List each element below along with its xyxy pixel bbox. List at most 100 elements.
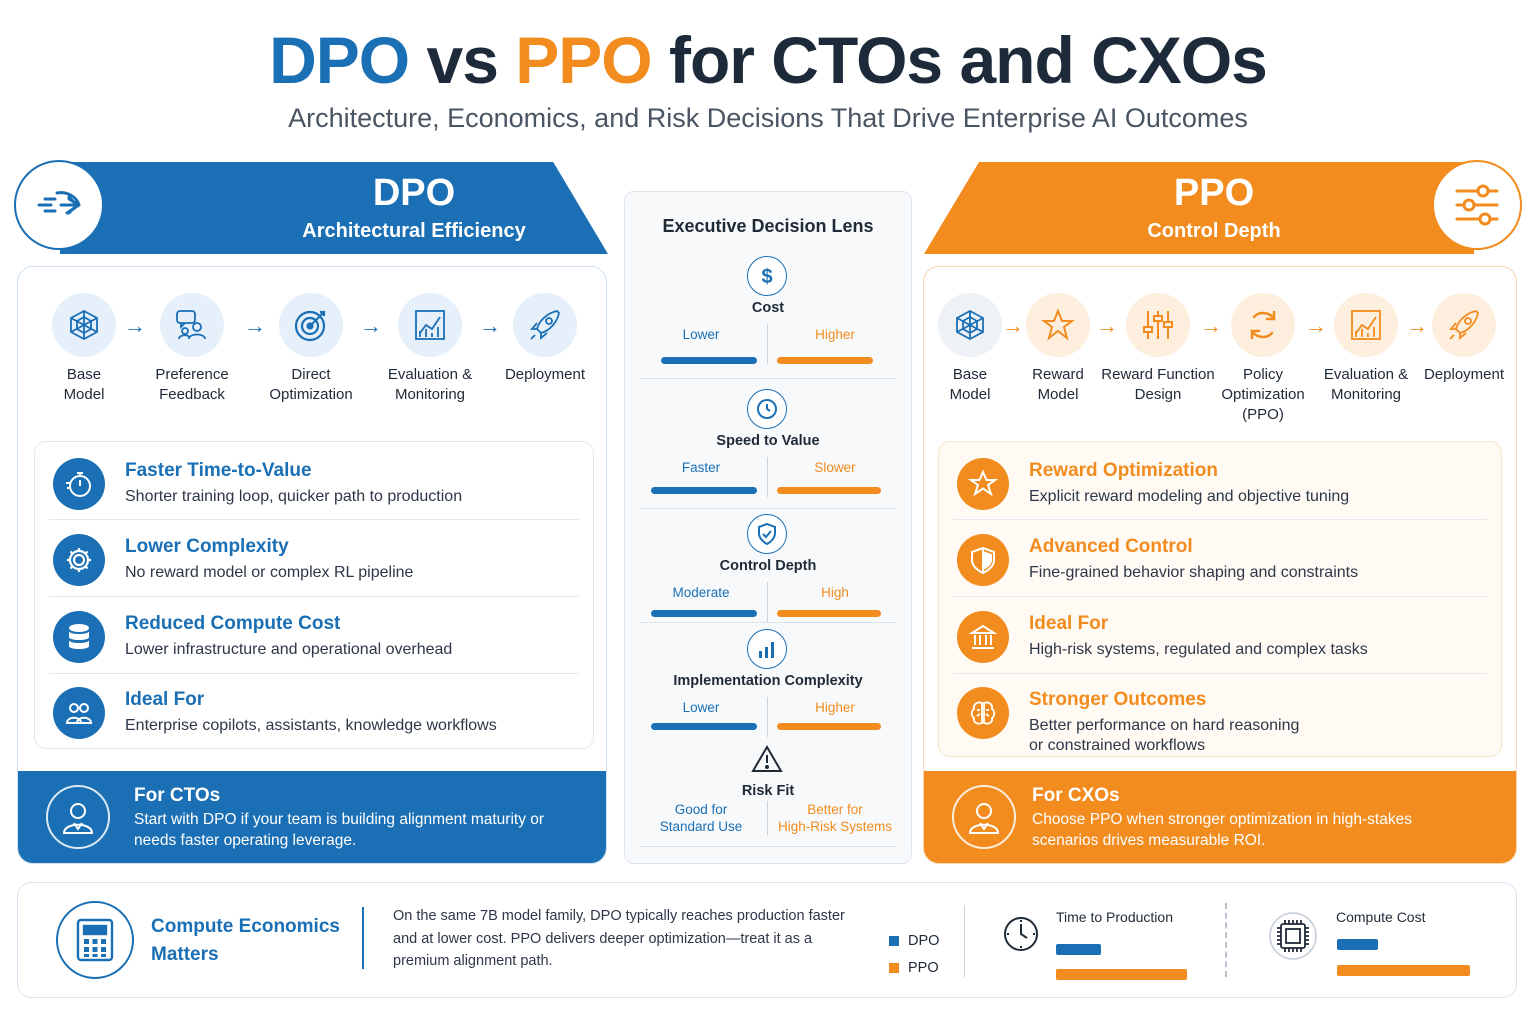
clock-icon	[747, 389, 787, 429]
person-icon	[46, 785, 110, 849]
chip-icon	[1268, 911, 1318, 961]
metric-name: Control Depth	[719, 558, 817, 574]
ppo-title: PPO	[1173, 172, 1255, 214]
list-item: Ideal For Enterprise copilots, assistant…	[35, 673, 593, 749]
metric-ppo-bar	[777, 357, 873, 364]
legend-label: PPO	[908, 959, 939, 976]
divider	[362, 907, 364, 969]
metric-dpo-bar	[651, 610, 757, 617]
divider	[953, 673, 1487, 674]
list-item: Stronger Outcomes Better performance on …	[939, 673, 1501, 754]
ppo-step-base-model: Base Model	[924, 293, 1030, 405]
arrow-right-icon: →	[479, 313, 501, 338]
dpo-panel: Base Model → Preference Feedback → Direc…	[17, 266, 607, 864]
comparison-label: Compute Cost	[1336, 909, 1426, 925]
calculator-icon	[56, 901, 134, 979]
stopwatch-icon	[53, 458, 105, 510]
flow-label: Base Model	[63, 366, 105, 403]
divider	[953, 519, 1487, 520]
chart-icon	[398, 293, 462, 357]
divider	[767, 457, 768, 497]
arrow-right-icon: →	[244, 313, 266, 338]
cube-network-icon	[52, 293, 116, 357]
divider	[639, 378, 897, 379]
arrow-right-icon: →	[1406, 313, 1428, 338]
flow-label: Direct Optimization	[269, 366, 353, 403]
legend-swatch	[889, 935, 899, 946]
divider	[767, 582, 768, 622]
shield-check-icon	[747, 514, 787, 554]
arrow-right-icon: →	[1200, 313, 1222, 338]
list-item: Ideal For High-risk systems, regulated a…	[939, 597, 1501, 673]
divider	[49, 519, 579, 520]
arrow-right-icon: →	[360, 313, 382, 338]
time-dpo-bar	[1056, 944, 1101, 955]
ppo-subtitle: Control Depth	[1147, 220, 1281, 242]
compute-economics-title: Compute Economics Matters	[151, 916, 340, 965]
dpo-subtitle: Architectural Efficiency	[302, 220, 526, 242]
executive-decision-lens: Executive Decision Lens $ Cost Lower Hig…	[624, 191, 912, 864]
flow-label: Deployment	[1423, 366, 1505, 383]
divider	[767, 801, 768, 835]
metric-ppo-value: Higher	[815, 327, 855, 342]
benefit-title: Advanced Control	[1029, 536, 1193, 557]
benefit-desc: Shorter training loop, quicker path to p…	[125, 488, 463, 505]
legend: DPO PPO	[889, 927, 939, 981]
lens-title: Executive Decision Lens	[662, 216, 874, 236]
legend-swatch	[889, 962, 899, 973]
benefit-title: Reduced Compute Cost	[125, 613, 341, 634]
cube-network-icon	[938, 293, 1002, 357]
ppo-step-reward-function: Reward Function Design	[1098, 293, 1218, 405]
svg-text:$: $	[761, 266, 772, 288]
dpo-step-preference-feedback: Preference Feedback	[132, 293, 252, 405]
fast-forward-arrow-icon	[14, 160, 104, 250]
divider	[49, 673, 579, 674]
sliders-icon	[1432, 160, 1522, 250]
benefit-title: Lower Complexity	[125, 536, 289, 557]
metric-dpo-bar	[661, 357, 757, 364]
benefit-desc: Enterprise copilots, assistants, knowled…	[125, 717, 497, 734]
list-item: Reward Optimization Explicit reward mode…	[939, 444, 1501, 520]
metric-name: Speed to Value	[716, 433, 820, 449]
refresh-icon	[1231, 293, 1295, 357]
benefit-title: Faster Time-to-Value	[125, 460, 312, 481]
benefit-desc: No reward model or complex RL pipeline	[125, 564, 414, 581]
arrow-right-icon: →	[124, 313, 146, 338]
callout-desc: Start with DPO if your team is building …	[134, 811, 545, 849]
dpo-step-direct-optimization: Direct Optimization	[251, 293, 371, 405]
metric-ppo-bar	[777, 487, 881, 494]
shield-icon	[957, 534, 1009, 586]
database-icon	[53, 611, 105, 663]
metric-ppo-value: Slower	[814, 460, 856, 475]
compute-economics-section: Compute Economics Matters On the same 7B…	[17, 882, 1517, 998]
cost-ppo-bar	[1337, 965, 1470, 976]
star-icon	[1026, 293, 1090, 357]
legend-item-ppo: PPO	[889, 954, 939, 981]
warning-icon	[747, 739, 787, 779]
divider	[964, 905, 965, 977]
comparison-compute-cost: Compute Cost	[1262, 883, 1492, 999]
flow-label: Evaluation & Monitoring	[1323, 366, 1409, 403]
rocket-icon	[513, 293, 577, 357]
gear-icon	[53, 534, 105, 586]
ppo-header: PPO Control Depth	[924, 162, 1474, 254]
divider	[639, 622, 897, 623]
ppo-benefits: Reward Optimization Explicit reward mode…	[938, 441, 1502, 757]
compute-economics-desc: On the same 7B model family, DPO typical…	[393, 908, 845, 969]
benefit-desc: Explicit reward modeling and objective t…	[1029, 488, 1350, 505]
users-chat-icon	[160, 293, 224, 357]
metric-name: Risk Fit	[741, 783, 795, 799]
time-ppo-bar	[1056, 969, 1187, 980]
list-item: Lower Complexity No reward model or comp…	[35, 520, 593, 596]
metric-name: Implementation Complexity	[673, 673, 863, 689]
arrow-right-icon: →	[1305, 313, 1327, 338]
benefit-title: Stronger Outcomes	[1029, 689, 1207, 710]
metric-dpo-value: Moderate	[672, 585, 730, 600]
metric-dpo-value: Faster	[681, 460, 721, 475]
metric-ppo-value: Better for High-Risk Systems	[777, 802, 893, 834]
dpo-step-evaluation: Evaluation & Monitoring	[370, 293, 490, 405]
person-icon	[952, 785, 1016, 849]
divider	[1225, 903, 1227, 977]
sliders-icon	[1126, 293, 1190, 357]
metric-dpo-value: Good for Standard Use	[659, 802, 743, 834]
